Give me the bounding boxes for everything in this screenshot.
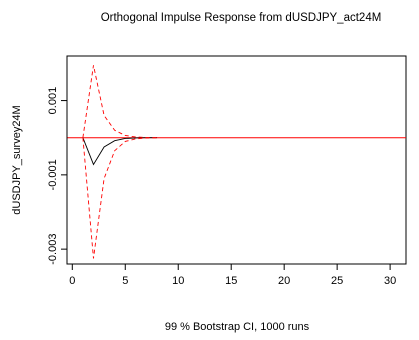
ci-upper-line bbox=[82, 65, 158, 139]
x-tick-label: 15 bbox=[225, 275, 237, 287]
y-axis: 0.001 -0.001 -0.003 bbox=[47, 87, 68, 265]
x-tick-label: 10 bbox=[172, 275, 184, 287]
series-layer bbox=[82, 65, 158, 259]
x-tick-label: 0 bbox=[69, 275, 75, 287]
x-tick-label: 5 bbox=[122, 275, 128, 287]
x-tick-label: 20 bbox=[278, 275, 290, 287]
response-line bbox=[82, 137, 158, 166]
x-tick-label: 25 bbox=[331, 275, 343, 287]
x-axis-label: 99 % Bootstrap CI, 1000 runs bbox=[165, 321, 310, 333]
x-tick-label: 30 bbox=[384, 275, 396, 287]
plot-frame bbox=[66, 55, 407, 265]
y-tick-label: -0.001 bbox=[47, 159, 59, 190]
ci-lower-line bbox=[82, 137, 158, 259]
y-tick-label: 0.001 bbox=[47, 87, 59, 115]
chart-title: Orthogonal Impulse Response from dUSDJPY… bbox=[101, 12, 382, 24]
y-tick-label: -0.003 bbox=[47, 234, 59, 265]
y-axis-label: dUSDJPY_survey24M bbox=[11, 105, 23, 214]
x-axis: 0 5 10 15 20 25 30 bbox=[69, 263, 396, 287]
